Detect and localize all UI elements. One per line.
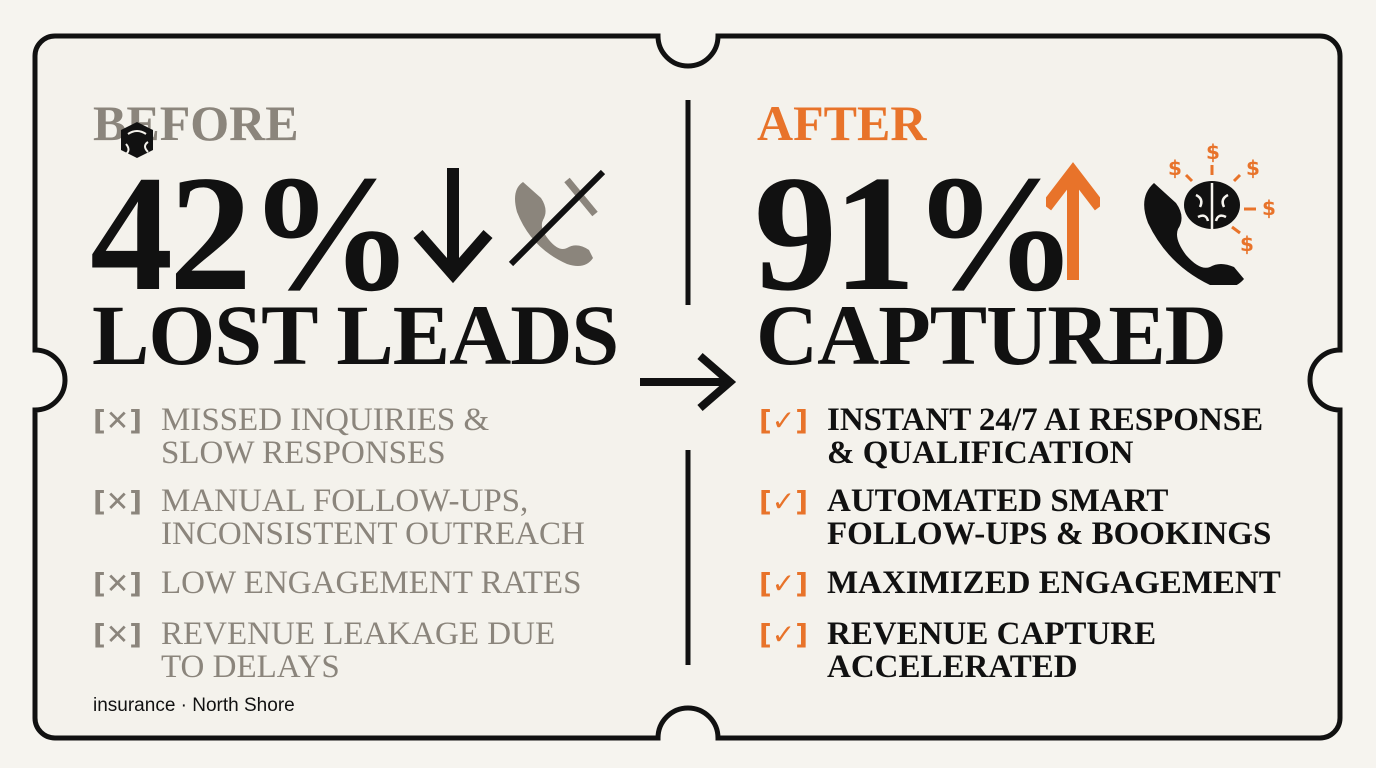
- dollar-icon: $: [1168, 156, 1182, 180]
- dollar-icon: $: [1246, 156, 1260, 180]
- x-mark-icon: [✕]: [93, 618, 143, 651]
- item-line: inconsistent outreach: [161, 516, 585, 552]
- after-label: AFTER: [757, 95, 927, 151]
- item-line: follow-ups & bookings: [827, 516, 1272, 552]
- phone-crossed-out-icon: [508, 170, 605, 267]
- item-line: Revenue capture: [827, 616, 1157, 652]
- before-item: [✕] Missed inquiries & slow responses: [93, 404, 489, 470]
- before-stat: 42%: [90, 141, 414, 325]
- before-item: [✕] Low engagement rates: [93, 565, 582, 601]
- before-item: [✕] Manual follow-ups, inconsistent outrea…: [93, 485, 585, 551]
- dollar-icon: $: [1240, 232, 1254, 256]
- item-line: Manual follow-ups,: [161, 483, 529, 519]
- arrow-right-icon: [640, 352, 737, 412]
- footer-caption: insurance · North Shore: [93, 695, 295, 716]
- before-headline: LOST LEADS: [92, 287, 619, 383]
- item-line: to delays: [161, 649, 340, 685]
- after-item: [✓] Maximized engagement: [759, 565, 1281, 601]
- after-item: [✓] Revenue capture accelerated: [759, 618, 1156, 684]
- dollar-icon: $: [1262, 196, 1276, 220]
- after-stat: 91%: [754, 141, 1078, 325]
- arrow-up-icon: [1046, 162, 1100, 280]
- after-headline: CAPTURED: [756, 287, 1227, 383]
- item-line: & qualification: [827, 435, 1134, 471]
- after-item: [✓] Automated smart follow-ups & bookings: [759, 485, 1271, 551]
- arrow-down-icon: [413, 168, 493, 284]
- after-item: [✓] Instant 24/7 AI response & qualificati…: [759, 404, 1263, 470]
- dollar-icon: $: [1206, 140, 1220, 164]
- item-line: Maximized engagement: [827, 565, 1281, 601]
- before-item: [✕] Revenue leakage due to delays: [93, 618, 555, 684]
- item-line: Instant 24/7 AI response: [827, 402, 1264, 438]
- x-mark-icon: [✕]: [93, 485, 143, 518]
- item-line: accelerated: [827, 649, 1078, 685]
- cube-logo-icon: [121, 122, 153, 158]
- item-line: Automated smart: [827, 483, 1169, 519]
- phone-brain-dollar-icon: $ $ $ $ $: [1144, 140, 1276, 285]
- check-mark-icon: [✓]: [759, 404, 809, 437]
- item-line: Low engagement rates: [161, 565, 582, 601]
- check-mark-icon: [✓]: [759, 485, 809, 518]
- item-line: Missed inquiries &: [161, 402, 490, 438]
- check-mark-icon: [✓]: [759, 618, 809, 651]
- item-line: slow responses: [161, 435, 446, 471]
- x-mark-icon: [✕]: [93, 567, 143, 600]
- item-line: Revenue leakage due: [161, 616, 556, 652]
- check-mark-icon: [✓]: [759, 567, 809, 600]
- x-mark-icon: [✕]: [93, 404, 143, 437]
